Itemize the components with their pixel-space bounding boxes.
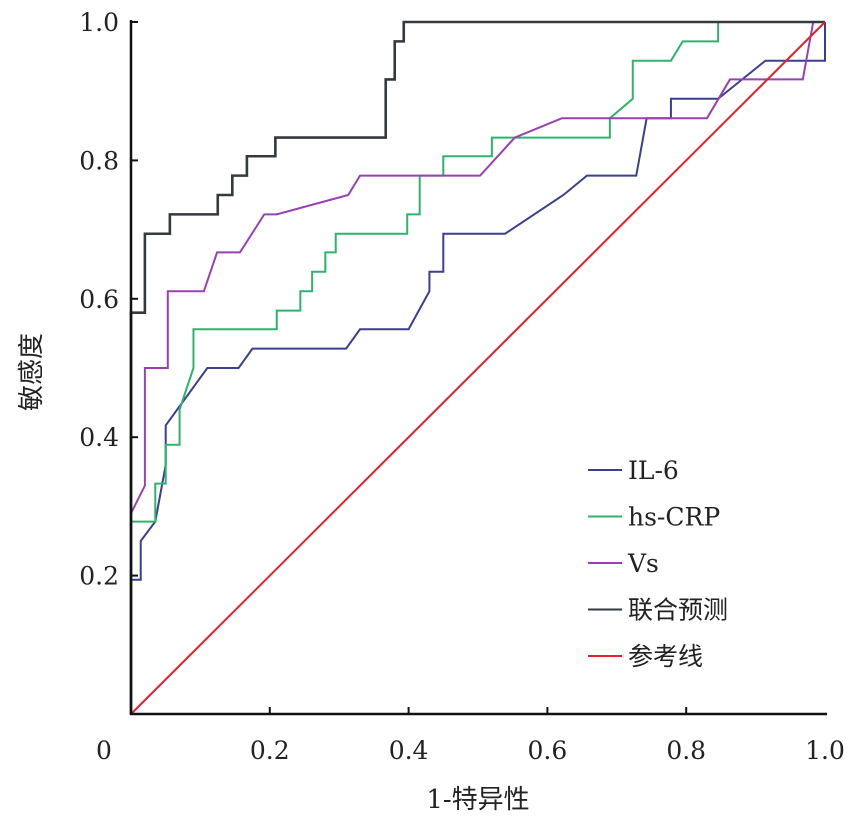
series-line-1 — [130, 21, 825, 714]
x-tick-label: 0.8 — [666, 736, 706, 765]
x-ticks: 0 0.2 0.4 0.6 0.8 1.0 — [96, 707, 845, 765]
y-axis-label: 敏感度 — [17, 333, 47, 411]
y-tick-label: 0.6 — [79, 285, 119, 314]
y-ticks: 0.2 0.4 0.6 0.8 1.0 — [79, 8, 138, 591]
legend-label: hs-CRP — [628, 503, 720, 532]
series-line-3 — [129, 20, 825, 714]
y-tick-label: 1.0 — [79, 8, 119, 37]
x-tick-label: 0.6 — [528, 736, 568, 765]
x-axis-label: 1-特异性 — [426, 785, 529, 815]
legend-label: IL-6 — [628, 456, 679, 485]
x-tick-label: 0.2 — [250, 736, 290, 765]
series-line-2 — [130, 21, 825, 714]
curves — [129, 20, 826, 715]
x-tick-label: 1.0 — [805, 736, 845, 765]
y-tick-label: 0.8 — [79, 146, 119, 175]
series-line-0 — [130, 22, 826, 714]
legend-label: Vs — [627, 549, 659, 578]
legend-label: 参考线 — [628, 642, 703, 671]
y-tick-label: 0.4 — [79, 423, 119, 452]
x-tick-label: 0.4 — [389, 736, 429, 765]
y-tick-label: 0.2 — [79, 562, 119, 591]
x-tick-label: 0 — [96, 736, 112, 765]
series-line-4 — [130, 21, 826, 715]
legend-label: 联合预测 — [628, 596, 728, 625]
